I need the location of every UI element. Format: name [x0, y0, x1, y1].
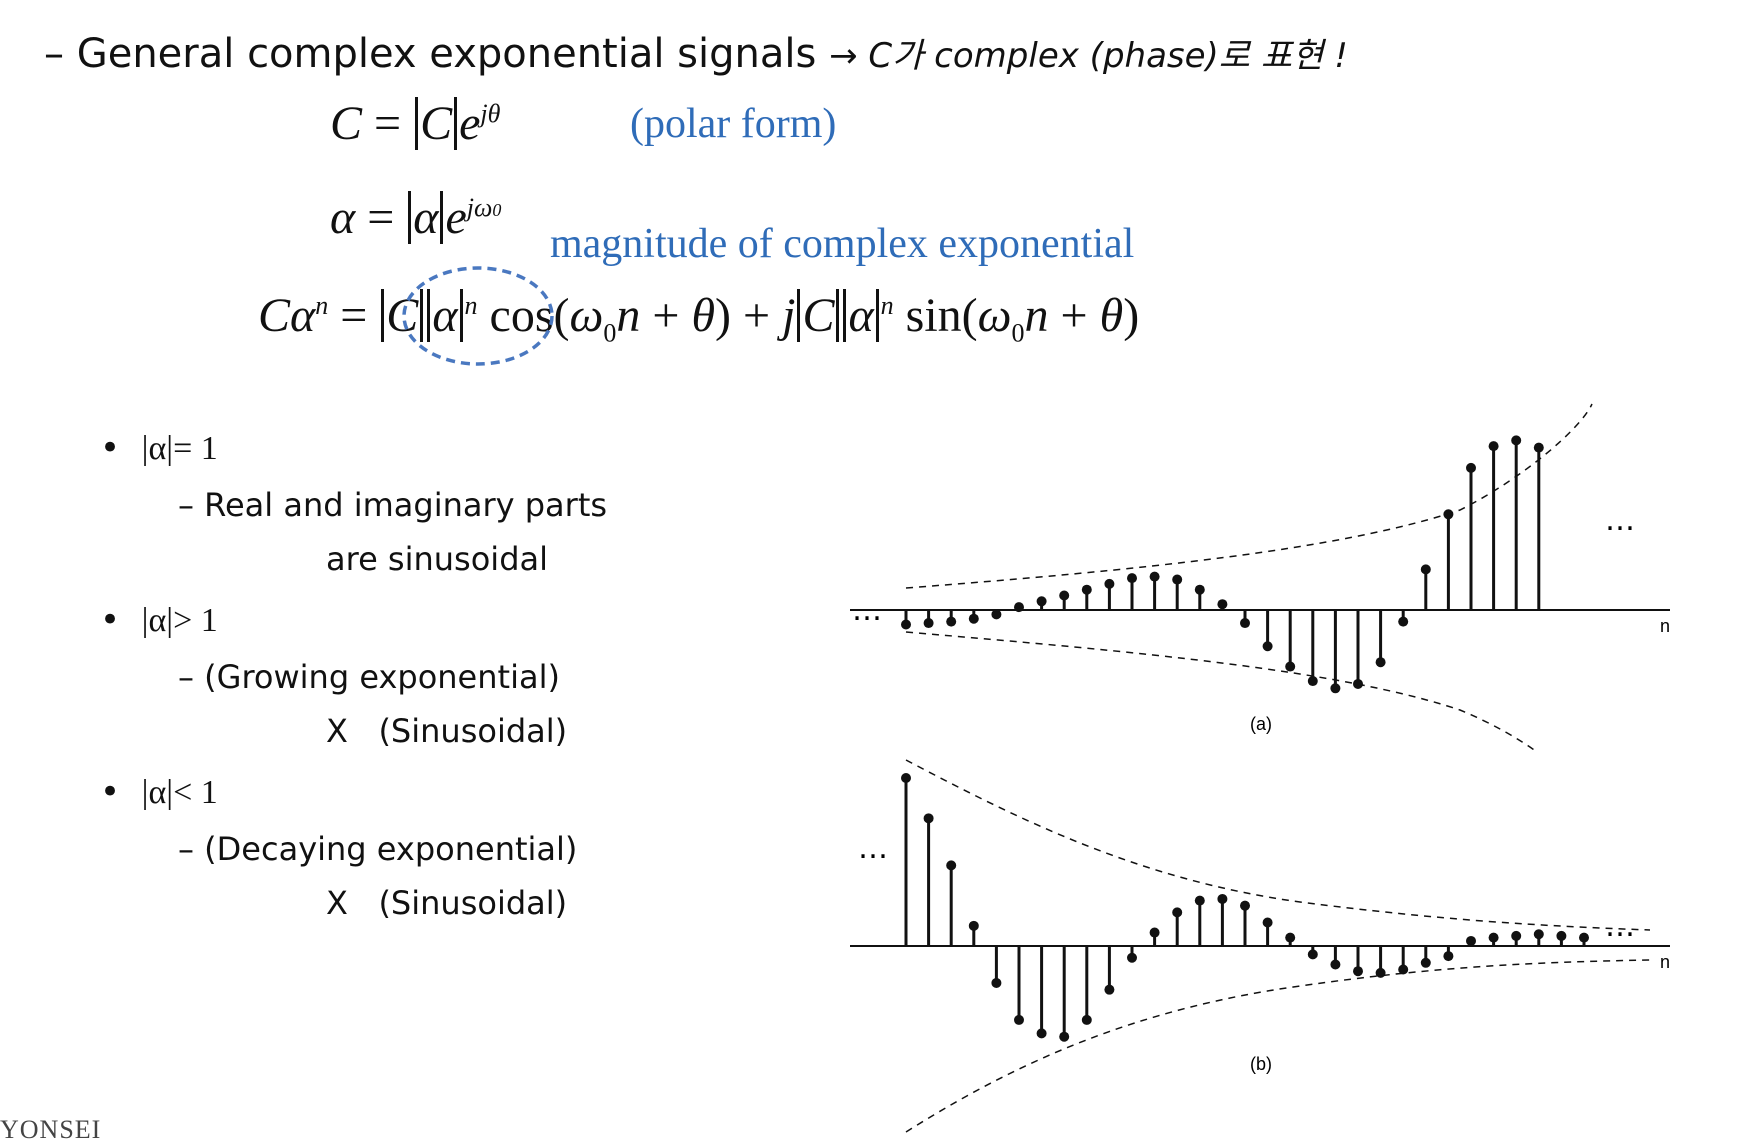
stem-point [1149, 927, 1160, 938]
envelope-lower [905, 631, 1536, 750]
case-bullet-2: • |α|> 1 [100, 600, 218, 640]
case-3-line-1: – (Decaying exponential) [178, 830, 578, 868]
stem-point [1533, 442, 1544, 453]
stem-point [1443, 951, 1454, 962]
envelope-lower [905, 959, 1651, 1133]
stem-point [1194, 895, 1205, 906]
leading-dots: … [858, 831, 888, 866]
stem-point [1217, 893, 1228, 904]
stem-point [1127, 952, 1137, 963]
polar-form-label: (polar form) [630, 101, 837, 147]
case-1-line-1: – Real and imaginary parts [178, 486, 608, 524]
stem-plot-b: n (b) … … [850, 759, 1670, 1133]
stem-point [901, 773, 911, 783]
stem-point [1443, 509, 1454, 520]
envelope-upper [905, 759, 1651, 931]
axis-label-n: n [1660, 616, 1670, 636]
stem-point [968, 613, 979, 624]
stem-point [991, 609, 1002, 620]
case-bullet-3: • |α|< 1 [100, 772, 218, 812]
university-logo-text: YONSEI [0, 1115, 102, 1144]
stem-point [1014, 602, 1024, 613]
stem-point [1081, 1014, 1092, 1025]
panel-label: (b) [1250, 1054, 1272, 1074]
magnitude-highlight-ellipse [402, 266, 554, 366]
stem-point [1172, 907, 1183, 918]
leading-dots: … [852, 593, 882, 628]
case-2-line-1: – (Growing exponential) [178, 658, 560, 696]
stem-point [1104, 984, 1115, 995]
stem-point [901, 619, 911, 630]
stem-point [1262, 641, 1273, 652]
stem-point [1353, 966, 1363, 977]
stem-point [1330, 683, 1341, 694]
stem-point [1059, 590, 1070, 601]
stem-point [1104, 578, 1115, 589]
stem-point [1262, 917, 1273, 928]
heading-text: – General complex exponential signals [44, 31, 817, 77]
stem-point [1036, 596, 1047, 607]
stem-point [1014, 1014, 1024, 1025]
stem-point [1036, 1028, 1047, 1039]
stem-point [1307, 676, 1318, 687]
stem-point [1217, 599, 1228, 610]
stem-point [1579, 932, 1589, 943]
stem-point [1059, 1031, 1070, 1042]
stem-point [1240, 900, 1250, 911]
equation-alpha-polar: α = α ejω0 [330, 191, 502, 244]
envelope-upper [905, 403, 1593, 589]
stem-point [1375, 967, 1386, 978]
stem-point [991, 977, 1002, 988]
stem-point [1556, 930, 1567, 941]
case-1-line-2: are sinusoidal [326, 540, 548, 578]
stem-point [1127, 573, 1137, 584]
case-2-line-2: X (Sinusoidal) [326, 712, 568, 750]
magnitude-annotation: magnitude of complex exponential [550, 221, 1135, 267]
stem-point [1488, 441, 1499, 452]
stem-plot-a: n (a) … … [850, 403, 1670, 750]
trailing-dots: … [1605, 909, 1635, 944]
stem-point [1240, 618, 1250, 629]
stem-point [1533, 929, 1544, 940]
stem-point [946, 616, 957, 627]
case-3-line-2: X (Sinusoidal) [326, 884, 568, 922]
stem-point [1420, 564, 1431, 575]
axis-label-n: n [1660, 952, 1670, 972]
handwritten-note: → C가 complex (phase)로 표현 ! [829, 36, 1348, 76]
stem-point [1420, 957, 1431, 968]
section-heading: – General complex exponential signals → … [44, 28, 1348, 77]
stem-point [1511, 930, 1522, 941]
stem-point [923, 618, 934, 629]
stem-point [1149, 571, 1160, 582]
stem-point [1466, 935, 1476, 946]
stem-point [1330, 959, 1341, 970]
trailing-dots: … [1605, 503, 1635, 538]
stem-point [968, 920, 979, 931]
stem-point [1285, 661, 1296, 672]
stem-point [1488, 932, 1499, 943]
stem-point [1353, 678, 1363, 689]
stem-point [1307, 949, 1318, 960]
stem-point [1511, 435, 1522, 446]
stem-point [1081, 584, 1092, 595]
stem-point [1398, 964, 1409, 975]
stem-point [923, 813, 934, 824]
stem-point [946, 860, 957, 871]
stem-point [1466, 462, 1476, 473]
stem-point [1172, 574, 1183, 585]
stem-point [1398, 616, 1409, 627]
stem-point [1375, 657, 1386, 668]
panel-label: (a) [1250, 714, 1272, 734]
stem-point [1194, 584, 1205, 595]
stem-point [1285, 932, 1296, 943]
case-bullet-1: • |α|= 1 [100, 428, 218, 468]
